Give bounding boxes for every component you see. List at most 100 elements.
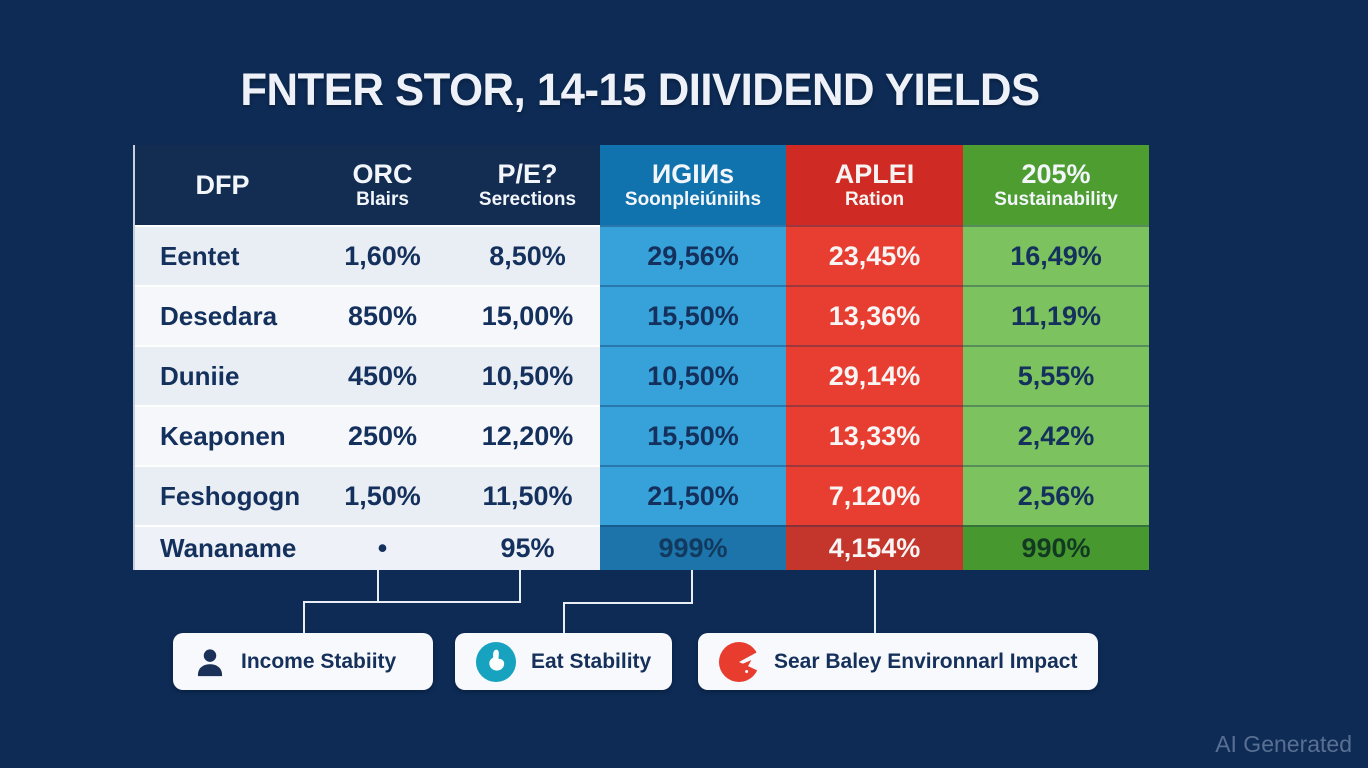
cell-value: 15,50% xyxy=(647,300,739,331)
connector-line xyxy=(563,602,693,604)
table-cell: 1,50% xyxy=(310,465,455,525)
column-header-aplei: APLEI Ration xyxy=(786,145,963,225)
pie-slice-icon xyxy=(718,641,760,682)
cell-value: 8,50% xyxy=(489,240,566,271)
table-cell: 8,50% xyxy=(455,225,600,285)
table-cell: 15,50% xyxy=(600,405,786,465)
row-label: Feshogogn xyxy=(160,480,301,511)
column-header-label: APLEI xyxy=(834,159,915,189)
cell-value: 1,50% xyxy=(344,480,421,511)
table-cell: 5,55% xyxy=(963,345,1149,405)
table-cell: 4,154% xyxy=(786,525,963,570)
connector-line xyxy=(519,570,521,603)
table-row: Feshogogn 1,50% 11,50% 21,50% 7,120% 2,5… xyxy=(135,465,1149,525)
table-cell: • xyxy=(310,525,455,570)
cell-value: 1,60% xyxy=(344,240,421,271)
row-label-cell: Duniie xyxy=(135,345,310,405)
table-cell: 990% xyxy=(963,525,1149,570)
connector-line xyxy=(377,570,379,603)
table-cell: 13,33% xyxy=(786,405,963,465)
column-header-dfp: DFP xyxy=(135,145,310,225)
table-cell: 450% xyxy=(310,345,455,405)
table-cell: 999% xyxy=(600,525,786,570)
table-cell: 15,50% xyxy=(600,285,786,345)
cell-value: • xyxy=(377,533,388,563)
row-label: Eentet xyxy=(160,240,240,271)
table-cell: 11,50% xyxy=(455,465,600,525)
cell-value: 11,19% xyxy=(1010,300,1102,331)
cell-value: 5,55% xyxy=(1017,360,1095,391)
cell-value: 11,50% xyxy=(482,480,573,511)
cell-value: 13,36% xyxy=(828,300,921,331)
cell-value: 12,20% xyxy=(481,420,574,451)
cell-value: 15,50% xyxy=(647,420,739,451)
cell-value: 7,120% xyxy=(828,480,921,511)
table-row: Eentet 1,60% 8,50% 29,56% 23,45% 16,49% xyxy=(135,225,1149,285)
table-cell: 10,50% xyxy=(455,345,600,405)
table-cell: 29,56% xyxy=(600,225,786,285)
row-label-cell: Feshogogn xyxy=(135,465,310,525)
table-row: Keaponen 250% 12,20% 15,50% 13,33% 2,42% xyxy=(135,405,1149,465)
column-header-label: ORC xyxy=(352,159,413,189)
cell-value: 850% xyxy=(347,300,418,331)
thumbs-up-icon xyxy=(475,641,517,682)
legend-label: Income Stabiity xyxy=(241,649,397,673)
row-label-cell: Wananame xyxy=(135,525,310,570)
table-cell: 23,45% xyxy=(786,225,963,285)
connector-line xyxy=(691,570,693,604)
legend-environmental-impact: Sear Baley Environnarl Impact xyxy=(698,633,1098,690)
cell-value: 4,154% xyxy=(828,533,921,563)
cell-value: 2,56% xyxy=(1017,480,1095,511)
connector-line xyxy=(563,602,565,633)
connector-line xyxy=(303,601,521,603)
row-label: Keaponen xyxy=(160,420,286,451)
table-row: Desedara 850% 15,00% 15,50% 13,36% 11,19… xyxy=(135,285,1149,345)
cell-value: 990% xyxy=(1021,533,1091,563)
cell-value: 29,56% xyxy=(647,240,739,271)
column-header-sublabel: Ration xyxy=(844,189,905,210)
table-cell: 15,00% xyxy=(455,285,600,345)
column-header-sublabel: Blairs xyxy=(356,189,409,210)
column-header-sublabel: Serections xyxy=(478,189,577,210)
cell-value: 16,49% xyxy=(1010,240,1102,271)
row-label: Wananame xyxy=(160,533,297,563)
cell-value: 10,50% xyxy=(481,360,574,391)
row-label-cell: Eentet xyxy=(135,225,310,285)
table-cell: 95% xyxy=(455,525,600,570)
column-header-sublabel: Soonpleiúniihs xyxy=(624,189,762,210)
cell-value: 15,00% xyxy=(481,300,574,331)
cell-value: 450% xyxy=(347,360,418,391)
connector-line xyxy=(303,601,305,633)
cell-value: 250% xyxy=(347,420,418,451)
cell-value: 10,50% xyxy=(647,360,739,391)
legend-label: Sear Baley Environnarl Impact xyxy=(774,649,1078,673)
row-label-cell: Desedara xyxy=(135,285,310,345)
page-title: FNTER STOR, 14-15 DIIVIDEND YIELDS xyxy=(240,64,1040,115)
legend-label: Eat Stability xyxy=(531,649,652,673)
legend-income-stability: Income Stabiity xyxy=(173,633,433,690)
column-header-label: P/E? xyxy=(497,159,558,189)
row-label: Duniie xyxy=(160,360,240,391)
table-cell: 16,49% xyxy=(963,225,1149,285)
cell-value: 29,14% xyxy=(828,360,921,391)
ai-generated-watermark: AI Generated xyxy=(1215,731,1352,757)
cell-value: 2,42% xyxy=(1017,420,1095,451)
table-cell: 2,56% xyxy=(963,465,1149,525)
person-icon xyxy=(197,648,223,676)
table-row: Duniie 450% 10,50% 10,50% 29,14% 5,55% xyxy=(135,345,1149,405)
connector-line xyxy=(874,570,876,633)
row-label: Desedara xyxy=(160,300,278,331)
column-header-sublabel: Sustainability xyxy=(994,189,1118,210)
table-cell: 13,36% xyxy=(786,285,963,345)
cell-value: 999% xyxy=(658,533,728,563)
table-cell: 1,60% xyxy=(310,225,455,285)
column-header-sustainability: 205% Sustainability xyxy=(963,145,1149,225)
table-cell: 21,50% xyxy=(600,465,786,525)
table-row: Wananame • 95% 999% 4,154% 990% xyxy=(135,525,1149,570)
table-cell: 2,42% xyxy=(963,405,1149,465)
table-cell: 850% xyxy=(310,285,455,345)
column-header-label: DFP xyxy=(195,170,250,200)
table-cell: 12,20% xyxy=(455,405,600,465)
cell-value: 95% xyxy=(500,533,555,563)
cell-value: 23,45% xyxy=(828,240,921,271)
